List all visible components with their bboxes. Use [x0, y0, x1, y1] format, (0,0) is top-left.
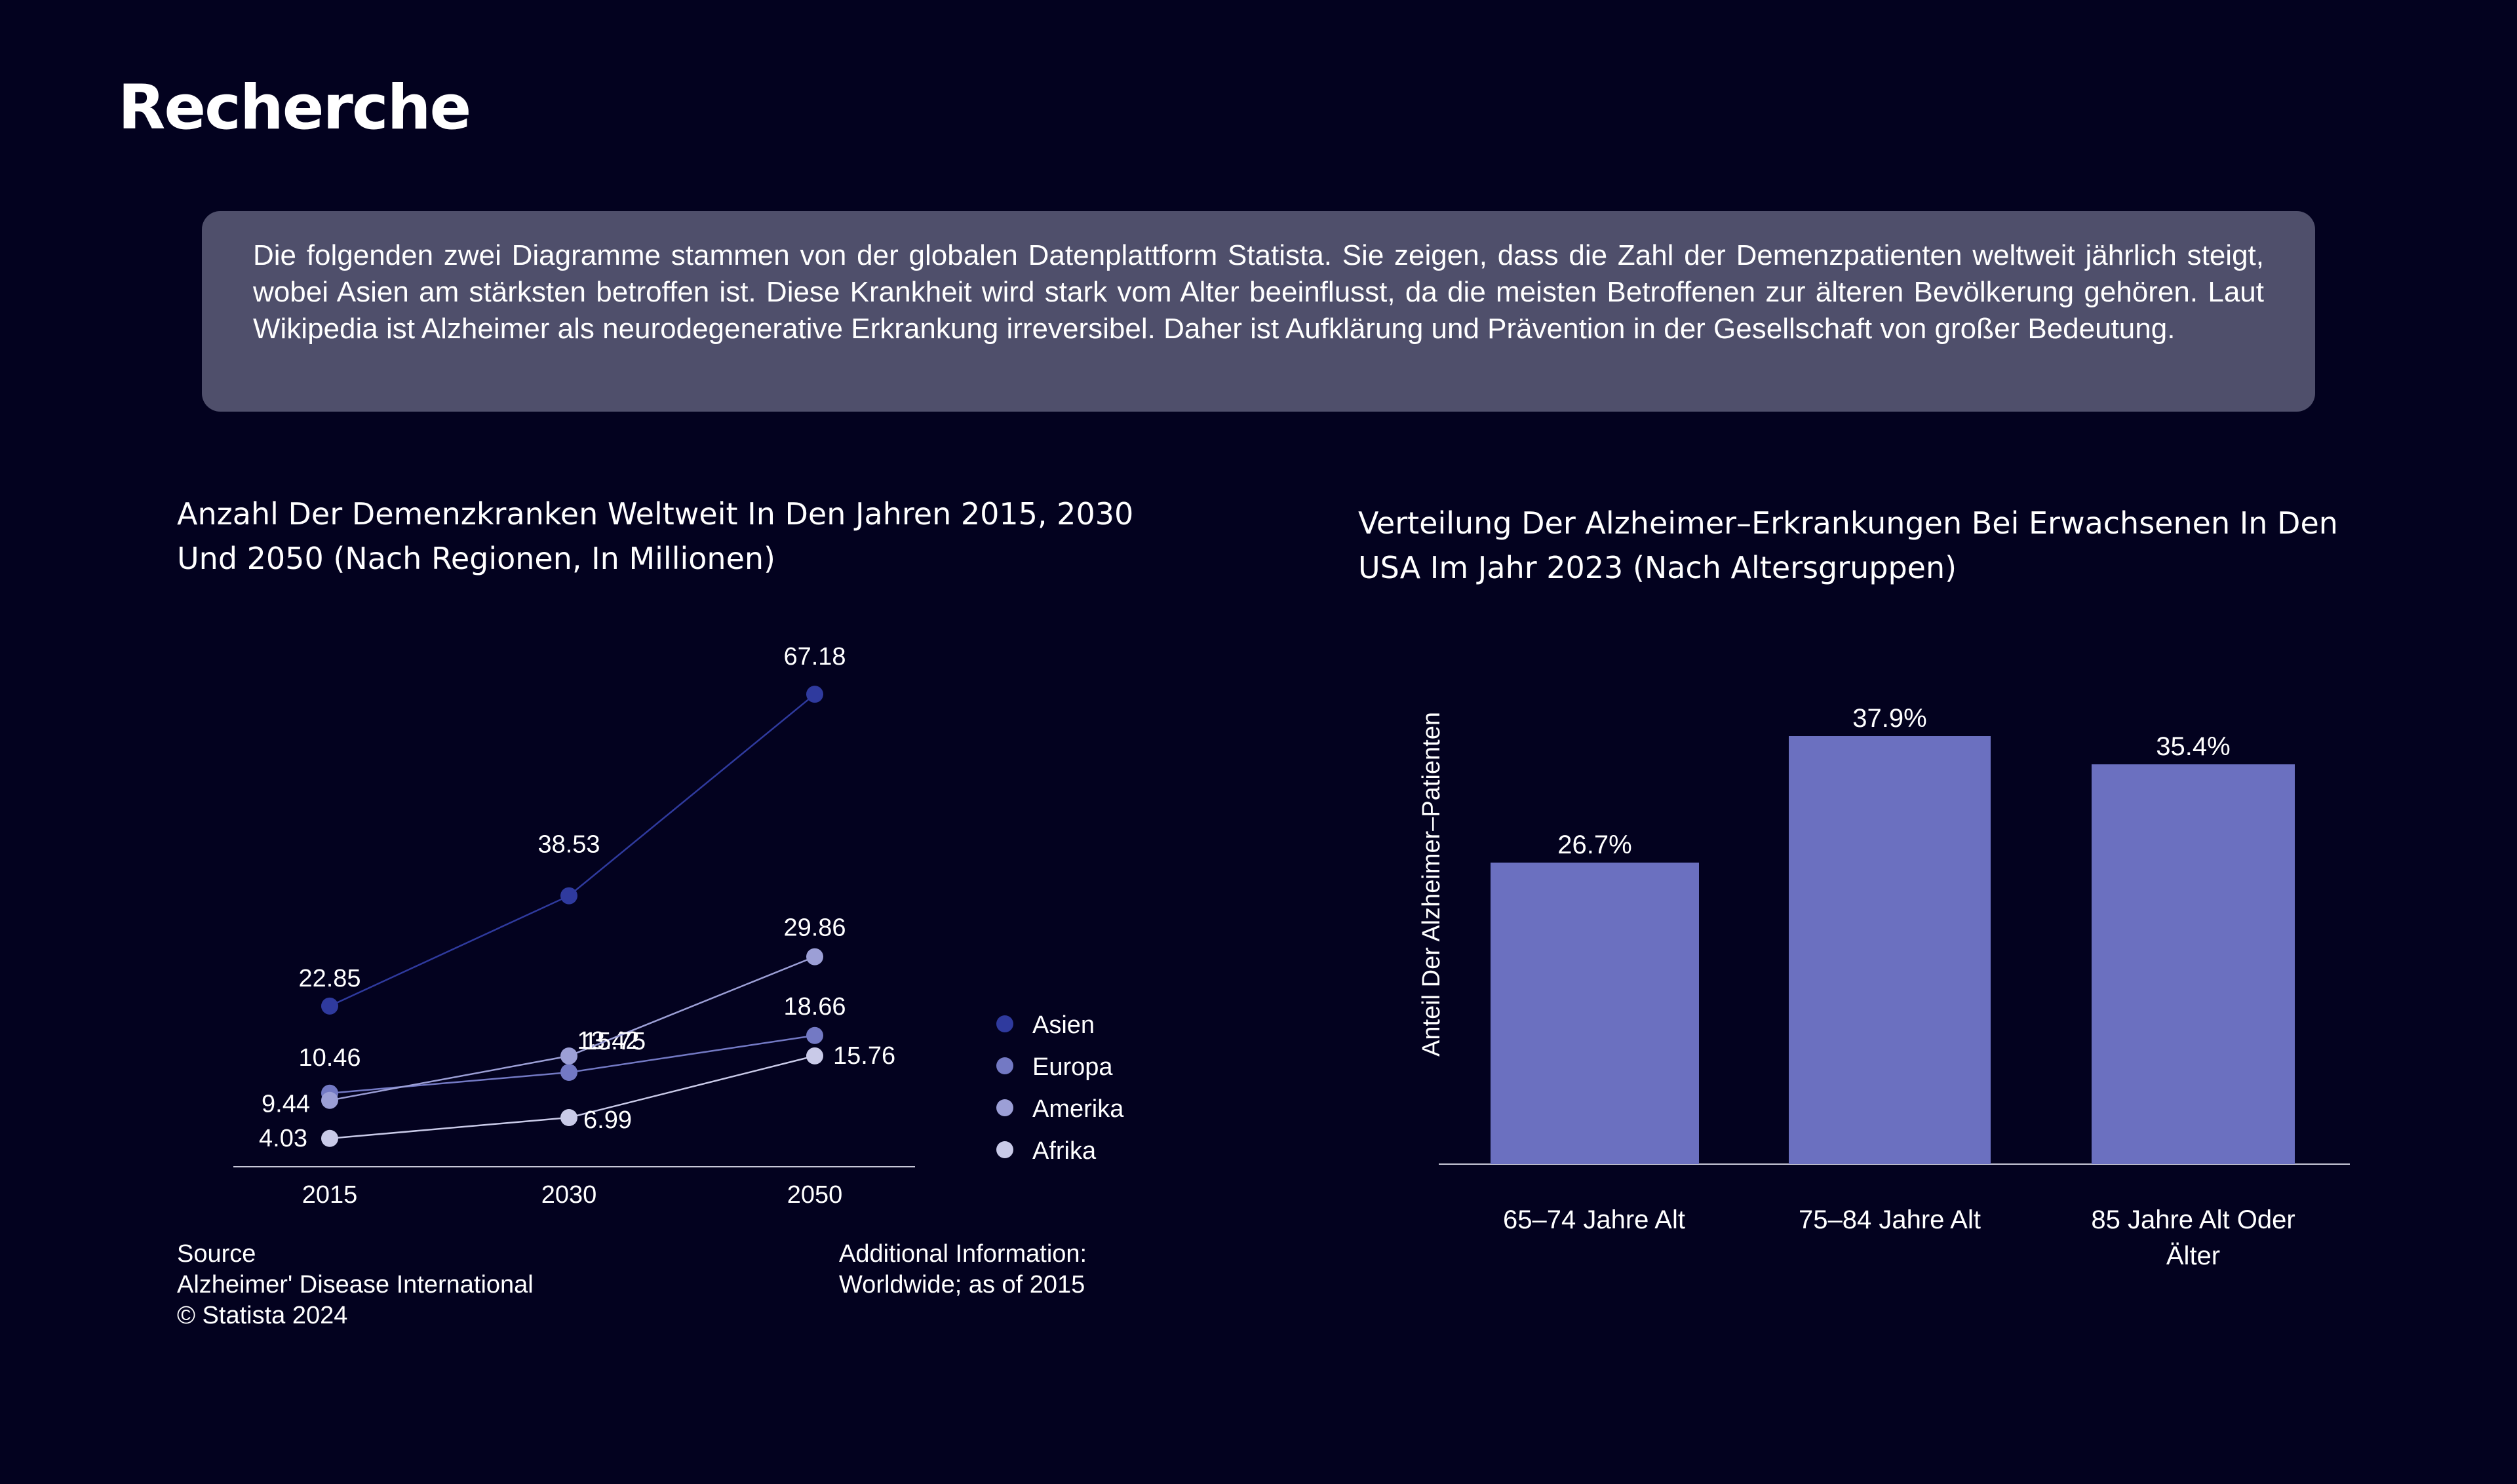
point-europa-2030: [560, 1064, 577, 1082]
data-label-amerika-2050: 29.86: [783, 914, 846, 942]
data-label-afrika-2015: 4.03: [259, 1125, 307, 1152]
bar-category-label-85-jahre-alt-oder-lter: 85 Jahre Alt Oder Älter: [2091, 1205, 2295, 1270]
bar-category-label-65-74-jahre-alt: 65–74 Jahre Alt: [1503, 1205, 1685, 1234]
point-amerika-2015: [321, 1091, 338, 1109]
bar-value-label-85-jahre-alt-oder-lter: 35.4%: [2156, 732, 2230, 761]
bar-value-label-75-84-jahre-alt: 37.9%: [1852, 704, 1926, 733]
point-afrika-2015: [321, 1129, 338, 1147]
bar-75-84-jahre-alt: [1789, 736, 1991, 1164]
legend-marker-amerika: [996, 1099, 1013, 1116]
additional-info-text: Worldwide; as of 2015: [839, 1271, 1085, 1298]
legend-marker-afrika: [996, 1141, 1013, 1158]
point-europa-2050: [806, 1026, 823, 1044]
data-label-afrika-2050: 15.76: [833, 1042, 895, 1070]
additional-info: Additional Information: Worldwide; as of…: [839, 1239, 1087, 1300]
point-asien-2050: [806, 686, 823, 703]
point-asien-2030: [560, 887, 577, 905]
bar-y-axis-label: Anteil Der Alzheimer–Patienten: [1418, 712, 1445, 1057]
bar-85-jahre-alt-oder-lter: [2092, 764, 2295, 1164]
legend-label-europa: Europa: [1032, 1053, 1113, 1081]
line-chart-title: Anzahl Der Demenzkranken Weltweit In Den…: [177, 496, 1134, 576]
bar-value-label-65-74-jahre-alt: 26.7%: [1557, 830, 1631, 859]
intro-text: Die folgenden zwei Diagramme stammen von…: [253, 239, 2264, 345]
data-label-europa-2015: 10.46: [298, 1044, 361, 1072]
x-tick-label-2050: 2050: [787, 1181, 843, 1209]
source-copyright: © Statista 2024: [177, 1302, 348, 1329]
point-afrika-2030: [560, 1108, 577, 1126]
source-note: Source Alzheimer' Disease International …: [177, 1239, 534, 1331]
x-tick-label-2030: 2030: [541, 1181, 597, 1209]
x-tick-label-2015: 2015: [302, 1181, 358, 1209]
legend-label-amerika: Amerika: [1032, 1095, 1124, 1123]
source-name: Alzheimer' Disease International: [177, 1271, 534, 1298]
data-label-asien-2030: 38.53: [537, 831, 600, 859]
point-amerika-2050: [806, 948, 823, 966]
point-asien-2015: [321, 997, 338, 1015]
data-label-asien-2050: 67.18: [783, 643, 846, 671]
data-label-amerika-2030: 15.75: [583, 1028, 646, 1055]
legend-marker-europa: [996, 1057, 1013, 1074]
additional-info-heading: Additional Information:: [839, 1240, 1087, 1268]
intro-box: Die folgenden zwei Diagramme stammen von…: [202, 211, 2315, 412]
bar-category-label-75-84-jahre-alt: 75–84 Jahre Alt: [1799, 1205, 1981, 1234]
data-label-afrika-2030: 6.99: [583, 1106, 632, 1134]
data-label-europa-2050: 18.66: [783, 993, 846, 1021]
bar-65-74-jahre-alt: [1491, 862, 1699, 1164]
bar-chart-title: Verteilung Der Alzheimer–Erkrankungen Be…: [1358, 505, 2338, 585]
point-afrika-2050: [806, 1047, 823, 1064]
point-amerika-2030: [560, 1047, 577, 1065]
source-heading: Source: [177, 1240, 256, 1268]
legend-label-asien: Asien: [1032, 1011, 1095, 1039]
page-title: Recherche: [118, 72, 471, 144]
data-label-amerika-2015: 9.44: [262, 1091, 310, 1118]
data-label-asien-2015: 22.85: [298, 965, 361, 992]
legend-marker-asien: [996, 1015, 1013, 1032]
legend-label-afrika: Afrika: [1032, 1137, 1097, 1165]
